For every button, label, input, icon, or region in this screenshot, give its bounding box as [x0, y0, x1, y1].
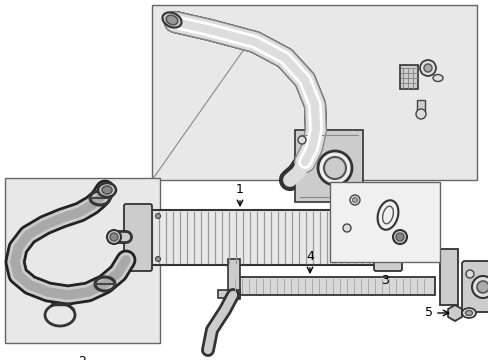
Text: 2: 2	[78, 355, 86, 360]
Circle shape	[155, 213, 160, 219]
Bar	[294, 130, 362, 202]
Ellipse shape	[476, 281, 488, 293]
Circle shape	[415, 109, 425, 119]
Bar	[218, 290, 240, 298]
Circle shape	[365, 256, 370, 261]
Ellipse shape	[166, 15, 178, 25]
Circle shape	[352, 198, 357, 202]
Ellipse shape	[107, 230, 121, 244]
Bar	[148, 210, 377, 265]
Bar	[399, 65, 417, 89]
Ellipse shape	[162, 12, 181, 28]
Text: 1: 1	[236, 183, 244, 196]
Ellipse shape	[465, 310, 471, 315]
Ellipse shape	[392, 230, 406, 244]
FancyBboxPatch shape	[461, 261, 488, 312]
Circle shape	[365, 213, 370, 219]
Circle shape	[419, 60, 435, 76]
FancyBboxPatch shape	[373, 204, 401, 271]
FancyBboxPatch shape	[124, 204, 152, 271]
Polygon shape	[447, 305, 461, 321]
Ellipse shape	[98, 183, 116, 197]
Ellipse shape	[110, 233, 118, 241]
Bar	[152, 5, 476, 180]
Bar	[229, 277, 434, 295]
Ellipse shape	[324, 157, 346, 179]
Bar	[5, 178, 160, 343]
Ellipse shape	[461, 308, 475, 318]
Text: 3: 3	[380, 274, 388, 287]
Circle shape	[423, 64, 431, 72]
Ellipse shape	[317, 151, 351, 185]
Text: 4: 4	[305, 250, 313, 263]
Bar	[227, 259, 240, 299]
Circle shape	[297, 136, 305, 144]
Bar	[439, 249, 457, 305]
Ellipse shape	[471, 276, 488, 298]
Text: 5: 5	[424, 306, 432, 320]
Circle shape	[342, 224, 350, 232]
Circle shape	[465, 270, 473, 278]
Circle shape	[155, 256, 160, 261]
Ellipse shape	[395, 233, 403, 241]
Bar	[329, 182, 439, 262]
Ellipse shape	[432, 75, 442, 81]
Bar	[416, 100, 424, 113]
Circle shape	[349, 195, 359, 205]
Ellipse shape	[102, 186, 112, 194]
